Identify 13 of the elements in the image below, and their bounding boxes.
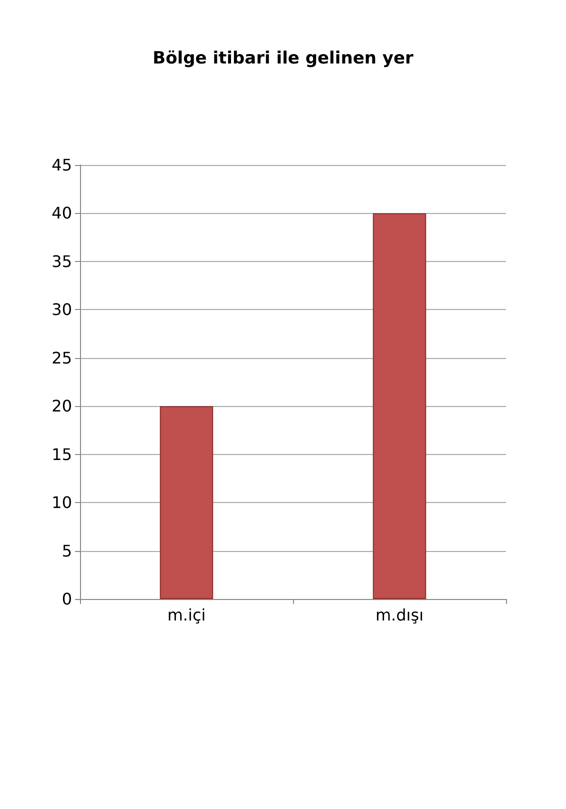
- y-tick-label: 5: [62, 541, 72, 560]
- x-tick-label: m.içi: [167, 606, 206, 624]
- x-tick-label: m.dışı: [375, 606, 424, 624]
- y-tick-label: 35: [52, 252, 72, 271]
- y-tick-label: 30: [52, 300, 72, 320]
- y-tick-label: 25: [52, 348, 72, 368]
- y-tick-label: 20: [52, 396, 72, 416]
- chart-title: Bölge itibari ile gelinen yer: [152, 48, 414, 68]
- y-tick-label: 0: [62, 590, 72, 608]
- y-tick-label: 10: [52, 493, 72, 512]
- y-tick-label: 40: [52, 204, 72, 223]
- y-tick-label: 15: [52, 444, 72, 464]
- y-tick-label: 45: [52, 156, 72, 174]
